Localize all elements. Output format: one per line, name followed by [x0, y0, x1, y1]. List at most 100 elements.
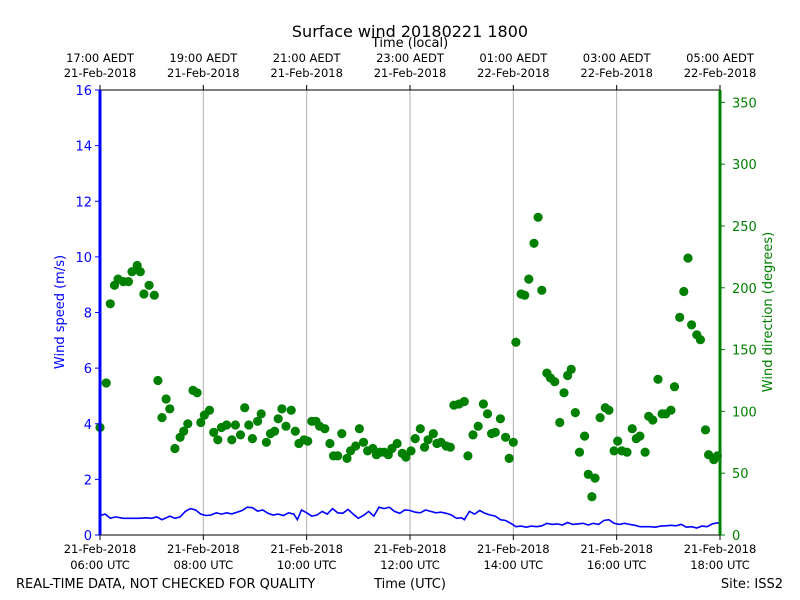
top-tick-time: 05:00 AEDT: [686, 51, 755, 65]
wind-direction-point: [537, 285, 547, 295]
left-tick-label: 4: [84, 418, 92, 433]
top-tick-time: 19:00 AEDT: [169, 51, 238, 65]
left-axis-label: Wind speed (m/s): [53, 255, 68, 369]
wind-direction-point: [613, 436, 623, 446]
vertical-gridlines: [202, 90, 618, 535]
bottom-tick-date: 21-Feb-2018: [167, 542, 240, 556]
wind-direction-point: [622, 447, 632, 457]
wind-direction-point: [423, 435, 433, 445]
wind-direction-point: [459, 396, 469, 407]
wind-direction-point: [123, 277, 133, 287]
wind-direction-point: [286, 405, 296, 415]
wind-direction-point: [401, 452, 411, 462]
wind-direction-point: [550, 377, 560, 387]
x-axis-label: Time (UTC): [373, 577, 446, 592]
wind-direction-point: [495, 414, 505, 424]
wind-direction-point: [675, 312, 685, 322]
left-tick-label: 2: [84, 473, 92, 488]
bottom-tick-time: 18:00 UTC: [690, 558, 750, 572]
wind-direction-point: [139, 289, 149, 299]
wind-direction-point: [183, 419, 193, 429]
top-tick-date: 22-Feb-2018: [684, 66, 757, 80]
wind-direction-point: [354, 424, 364, 434]
wind-direction-point: [244, 420, 254, 430]
wind-direction-point: [358, 437, 369, 447]
bottom-tick-time: 12:00 UTC: [380, 558, 440, 572]
top-tick-date: 22-Feb-2018: [580, 66, 653, 80]
wind-direction-point: [635, 431, 645, 441]
wind-direction-point: [490, 427, 500, 437]
bottom-tick-time: 14:00 UTC: [484, 558, 544, 572]
wind-direction-point: [325, 438, 335, 449]
wind-direction-point: [253, 416, 263, 426]
wind-direction-point: [570, 408, 580, 418]
left-tick-label: 8: [84, 307, 92, 322]
wind-direction-point: [351, 441, 361, 451]
wind-direction-point: [410, 434, 420, 444]
wind-direction-point: [222, 420, 232, 430]
wind-direction-point: [666, 405, 676, 415]
wind-direction-point: [179, 426, 189, 436]
wind-direction-point: [595, 413, 605, 423]
wind-direction-point: [511, 337, 521, 347]
bottom-tick-date: 21-Feb-2018: [270, 542, 343, 556]
left-tick-label: 14: [75, 140, 92, 155]
wind-direction-point: [574, 447, 585, 457]
wind-direction-point: [281, 421, 291, 431]
top-tick-date: 21-Feb-2018: [270, 66, 343, 80]
wind-direction-point: [213, 435, 223, 445]
wind-direction-point: [261, 437, 271, 447]
top-tick-time: 21:00 AEDT: [273, 51, 342, 65]
wind-direction-point: [566, 364, 576, 374]
wind-direction-point: [101, 378, 111, 388]
wind-direction-point: [415, 424, 425, 434]
wind-direction-point: [529, 238, 539, 248]
wind-direction-point: [482, 409, 493, 419]
wind-direction-point: [153, 375, 163, 386]
wind-direction-point: [679, 286, 689, 297]
wind-direction-point: [653, 374, 663, 384]
right-tick-label: 100: [732, 405, 757, 420]
wind-direction-point: [240, 403, 250, 413]
site-label: Site: ISS2: [721, 577, 783, 592]
wind-direction-point: [504, 453, 514, 463]
wind-direction-point: [700, 425, 711, 435]
top-tick-time: 03:00 AEDT: [583, 51, 652, 65]
wind-direction-point: [135, 267, 145, 277]
wind-direction-point: [580, 431, 590, 441]
wind-direction-point: [669, 382, 680, 392]
wind-direction-point: [270, 426, 280, 436]
wind-direction-point: [157, 413, 167, 423]
wind-direction-point: [478, 399, 488, 409]
wind-direction-point: [683, 253, 693, 263]
wind-direction-point: [337, 429, 347, 439]
wind-direction-point: [555, 417, 565, 428]
bottom-tick-time: 06:00 UTC: [70, 558, 130, 572]
top-tick-time: 23:00 AEDT: [376, 51, 445, 65]
top-tick-date: 21-Feb-2018: [167, 66, 240, 80]
wind-direction-point: [590, 473, 600, 483]
right-tick-label: 50: [732, 467, 749, 482]
wind-direction-point: [392, 438, 402, 449]
wind-direction-point: [473, 421, 483, 431]
wind-direction-point: [587, 492, 597, 502]
bottom-tick-date: 21-Feb-2018: [684, 542, 757, 556]
wind-direction-point: [627, 424, 637, 434]
wind-direction-point: [170, 443, 180, 454]
top-tick-time: 17:00 AEDT: [66, 51, 135, 65]
plot-series: [95, 212, 723, 529]
wind-direction-point: [533, 212, 543, 222]
bottom-tick-time: 10:00 UTC: [277, 558, 337, 572]
bottom-tick-date: 21-Feb-2018: [580, 542, 653, 556]
left-tick-label: 6: [84, 362, 92, 377]
wind-direction-point: [161, 394, 171, 404]
wind-direction-point: [695, 335, 706, 345]
wind-direction-point: [273, 414, 283, 424]
right-tick-label: 0: [732, 529, 740, 544]
wind-direction-point: [227, 435, 237, 445]
bottom-tick-time: 16:00 UTC: [587, 558, 647, 572]
left-tick-label: 12: [75, 195, 92, 210]
wind-direction-point: [320, 424, 330, 434]
